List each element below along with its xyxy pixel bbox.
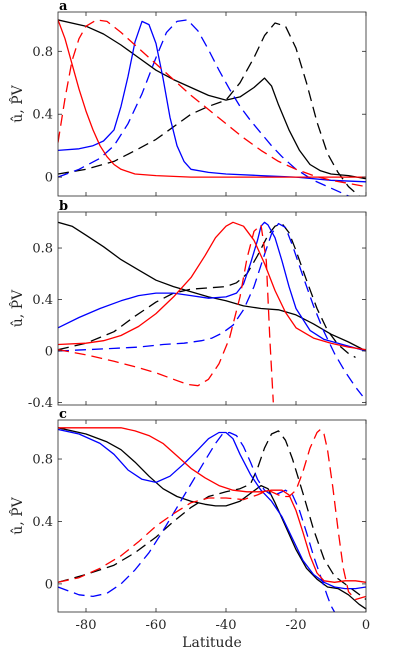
panel-c: -80 -60 -40 -20 0 0 0.4 0.8 c û, P̂V Latitude	[8, 407, 370, 651]
x-axis-label: Latitude	[182, 635, 242, 651]
series-line-1-solid	[58, 19, 366, 180]
y-tick-label: -0.4	[28, 396, 53, 411]
series-line-6-dashed	[58, 19, 366, 188]
series-line-3-solid	[58, 221, 366, 352]
y-tick-label: 0.8	[32, 45, 53, 60]
plot-frame	[57, 11, 367, 197]
y-tick-label: 0.8	[32, 453, 53, 468]
panel-letter: b	[59, 199, 68, 214]
y-tick-label: 0.4	[32, 108, 53, 123]
x-tick-label: 0	[362, 618, 370, 633]
series-line-4-dashed	[58, 19, 351, 196]
series-group	[58, 19, 366, 196]
series-line-5-solid	[58, 427, 366, 583]
panel-b: -0.4 0 0.4 0.8 b û, P̂V	[8, 199, 367, 411]
x-tick-label: -20	[286, 618, 307, 633]
series-line-3-solid	[58, 20, 366, 183]
series-line-1-solid	[58, 221, 366, 352]
x-tick-label: -80	[76, 618, 97, 633]
series-line-5-solid	[58, 19, 366, 178]
panel-letter: a	[59, 0, 68, 14]
y-tick-label: 0.8	[32, 242, 53, 257]
y-axis-label: û, P̂V	[8, 496, 26, 534]
series-line-5-solid	[58, 221, 366, 351]
series-line-4-dashed	[58, 431, 336, 612]
panel-letter: c	[59, 407, 67, 422]
x-tick-label: -60	[146, 618, 167, 633]
y-axis-label: û, P̂V	[8, 84, 26, 122]
series-line-1-solid	[58, 427, 366, 610]
y-tick-label: 0	[45, 171, 53, 186]
panel-a: 0 0.4 0.8 a û, P̂V	[8, 0, 367, 197]
y-axis-label: û, P̂V	[8, 289, 26, 327]
x-tick-label: -40	[216, 618, 237, 633]
series-line-2-dashed	[58, 430, 366, 601]
series-line-4-dashed	[58, 222, 364, 397]
plot-frame	[57, 419, 367, 613]
y-tick-label: 0	[45, 344, 53, 359]
y-tick-label: 0.4	[32, 515, 53, 530]
y-tick-label: 0	[45, 577, 53, 592]
y-tick-label: 0.4	[32, 293, 53, 308]
series-line-6-dashed	[58, 428, 366, 601]
series-line-2-dashed	[58, 222, 356, 358]
series-line-6-dashed	[58, 224, 274, 403]
series-line-2-dashed	[58, 22, 360, 196]
series-line-3-solid	[58, 428, 366, 590]
series-group	[58, 221, 366, 403]
series-group	[58, 427, 366, 612]
plot-frame	[57, 211, 367, 406]
